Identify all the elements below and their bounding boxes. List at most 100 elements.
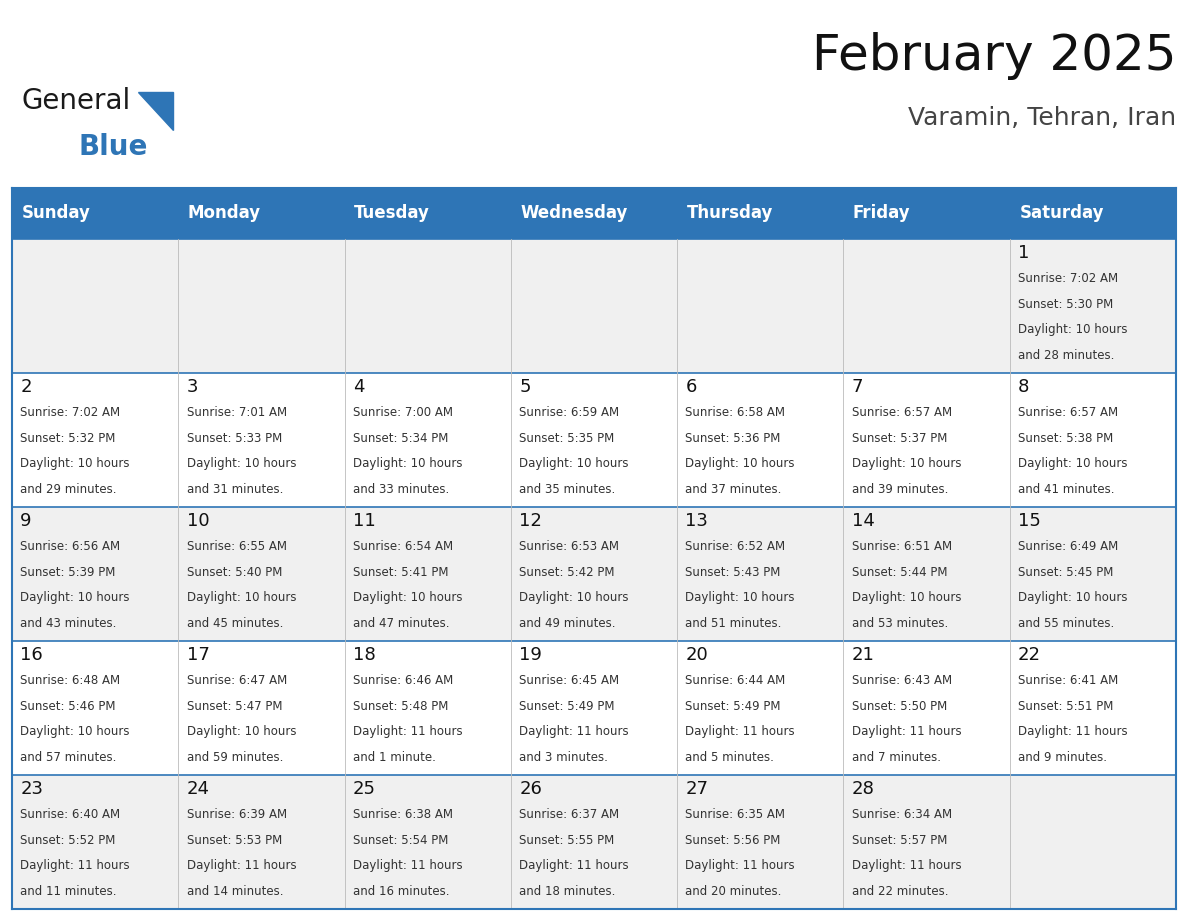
Bar	[843, 507, 1010, 641]
Text: and 3 minutes.: and 3 minutes.	[519, 751, 608, 764]
Text: 10: 10	[187, 512, 209, 531]
Text: Daylight: 10 hours: Daylight: 10 hours	[1018, 457, 1127, 470]
Text: Daylight: 10 hours: Daylight: 10 hours	[519, 457, 628, 470]
Polygon shape	[138, 92, 173, 130]
Text: Sunrise: 6:57 AM: Sunrise: 6:57 AM	[1018, 407, 1118, 420]
Text: and 57 minutes.: and 57 minutes.	[20, 751, 116, 764]
Text: Daylight: 11 hours: Daylight: 11 hours	[519, 859, 628, 872]
Text: Daylight: 10 hours: Daylight: 10 hours	[852, 591, 961, 604]
Text: Sunrise: 6:59 AM: Sunrise: 6:59 AM	[519, 407, 619, 420]
Bar	[677, 373, 843, 507]
Bar	[345, 775, 511, 909]
Text: Daylight: 10 hours: Daylight: 10 hours	[187, 725, 296, 738]
Text: Sunrise: 6:51 AM: Sunrise: 6:51 AM	[852, 541, 952, 554]
Bar	[1010, 373, 1176, 507]
Bar	[677, 239, 843, 373]
Text: Sunrise: 6:41 AM: Sunrise: 6:41 AM	[1018, 675, 1118, 688]
Text: Sunset: 5:55 PM: Sunset: 5:55 PM	[519, 834, 614, 846]
Text: Sunset: 5:47 PM: Sunset: 5:47 PM	[187, 700, 282, 712]
Text: Sunrise: 6:55 AM: Sunrise: 6:55 AM	[187, 541, 286, 554]
Bar	[843, 775, 1010, 909]
Text: Sunset: 5:53 PM: Sunset: 5:53 PM	[187, 834, 282, 846]
Bar	[12, 373, 178, 507]
Text: and 37 minutes.: and 37 minutes.	[685, 483, 782, 496]
Text: Sunset: 5:57 PM: Sunset: 5:57 PM	[852, 834, 947, 846]
Text: Sunset: 5:51 PM: Sunset: 5:51 PM	[1018, 700, 1113, 712]
Bar	[178, 239, 345, 373]
Bar	[511, 239, 677, 373]
Bar	[511, 775, 677, 909]
Text: Daylight: 11 hours: Daylight: 11 hours	[187, 859, 296, 872]
Text: Sunset: 5:30 PM: Sunset: 5:30 PM	[1018, 297, 1113, 310]
Text: Sunrise: 6:57 AM: Sunrise: 6:57 AM	[852, 407, 952, 420]
Text: Sunset: 5:43 PM: Sunset: 5:43 PM	[685, 565, 781, 578]
Text: Daylight: 10 hours: Daylight: 10 hours	[685, 457, 795, 470]
Text: 2: 2	[20, 378, 32, 397]
Text: Daylight: 11 hours: Daylight: 11 hours	[685, 859, 795, 872]
Text: Sunset: 5:33 PM: Sunset: 5:33 PM	[187, 431, 282, 444]
Text: Wednesday: Wednesday	[520, 205, 627, 222]
Bar	[511, 373, 677, 507]
Text: and 29 minutes.: and 29 minutes.	[20, 483, 116, 496]
Text: Tuesday: Tuesday	[354, 205, 430, 222]
Text: and 41 minutes.: and 41 minutes.	[1018, 483, 1114, 496]
Text: Daylight: 11 hours: Daylight: 11 hours	[852, 859, 961, 872]
Text: Sunrise: 6:49 AM: Sunrise: 6:49 AM	[1018, 541, 1118, 554]
Text: Sunset: 5:37 PM: Sunset: 5:37 PM	[852, 431, 947, 444]
Text: and 59 minutes.: and 59 minutes.	[187, 751, 283, 764]
Text: and 51 minutes.: and 51 minutes.	[685, 617, 782, 630]
Text: Daylight: 11 hours: Daylight: 11 hours	[685, 725, 795, 738]
Text: 12: 12	[519, 512, 542, 531]
Text: Sunset: 5:39 PM: Sunset: 5:39 PM	[20, 565, 115, 578]
Text: Daylight: 10 hours: Daylight: 10 hours	[685, 591, 795, 604]
Text: and 31 minutes.: and 31 minutes.	[187, 483, 283, 496]
Text: Sunset: 5:46 PM: Sunset: 5:46 PM	[20, 700, 115, 712]
Text: and 45 minutes.: and 45 minutes.	[187, 617, 283, 630]
Bar	[12, 507, 178, 641]
Text: Sunrise: 7:02 AM: Sunrise: 7:02 AM	[1018, 273, 1118, 285]
Text: 5: 5	[519, 378, 531, 397]
Text: and 5 minutes.: and 5 minutes.	[685, 751, 775, 764]
Text: Daylight: 10 hours: Daylight: 10 hours	[20, 725, 129, 738]
Text: Sunday: Sunday	[21, 205, 90, 222]
Text: Sunset: 5:44 PM: Sunset: 5:44 PM	[852, 565, 947, 578]
Text: Sunrise: 7:00 AM: Sunrise: 7:00 AM	[353, 407, 453, 420]
Text: February 2025: February 2025	[811, 32, 1176, 80]
Bar	[345, 507, 511, 641]
Text: and 49 minutes.: and 49 minutes.	[519, 617, 615, 630]
Text: 28: 28	[852, 780, 874, 799]
Text: Daylight: 11 hours: Daylight: 11 hours	[852, 725, 961, 738]
Text: Sunset: 5:36 PM: Sunset: 5:36 PM	[685, 431, 781, 444]
Text: Sunrise: 6:39 AM: Sunrise: 6:39 AM	[187, 809, 286, 822]
Text: Sunrise: 6:38 AM: Sunrise: 6:38 AM	[353, 809, 453, 822]
Text: Daylight: 10 hours: Daylight: 10 hours	[187, 591, 296, 604]
Bar	[178, 373, 345, 507]
Text: Daylight: 11 hours: Daylight: 11 hours	[519, 725, 628, 738]
Text: Sunrise: 6:53 AM: Sunrise: 6:53 AM	[519, 541, 619, 554]
Bar	[345, 373, 511, 507]
Text: 20: 20	[685, 646, 708, 665]
Text: Sunset: 5:38 PM: Sunset: 5:38 PM	[1018, 431, 1113, 444]
Text: Thursday: Thursday	[687, 205, 773, 222]
Bar	[12, 188, 1176, 239]
Text: Daylight: 11 hours: Daylight: 11 hours	[353, 725, 462, 738]
Bar	[12, 641, 178, 775]
Bar	[12, 239, 178, 373]
Bar	[178, 641, 345, 775]
Text: Friday: Friday	[853, 205, 911, 222]
Text: Sunrise: 6:45 AM: Sunrise: 6:45 AM	[519, 675, 619, 688]
Text: and 47 minutes.: and 47 minutes.	[353, 617, 449, 630]
Text: Daylight: 10 hours: Daylight: 10 hours	[353, 457, 462, 470]
Text: Daylight: 11 hours: Daylight: 11 hours	[20, 859, 129, 872]
Bar	[178, 775, 345, 909]
Text: Sunset: 5:54 PM: Sunset: 5:54 PM	[353, 834, 448, 846]
Text: and 53 minutes.: and 53 minutes.	[852, 617, 948, 630]
Text: and 35 minutes.: and 35 minutes.	[519, 483, 615, 496]
Text: Sunrise: 6:58 AM: Sunrise: 6:58 AM	[685, 407, 785, 420]
Text: Saturday: Saturday	[1019, 205, 1104, 222]
Text: 25: 25	[353, 780, 375, 799]
Text: Daylight: 10 hours: Daylight: 10 hours	[519, 591, 628, 604]
Text: Daylight: 11 hours: Daylight: 11 hours	[1018, 725, 1127, 738]
Text: 21: 21	[852, 646, 874, 665]
Text: and 9 minutes.: and 9 minutes.	[1018, 751, 1107, 764]
